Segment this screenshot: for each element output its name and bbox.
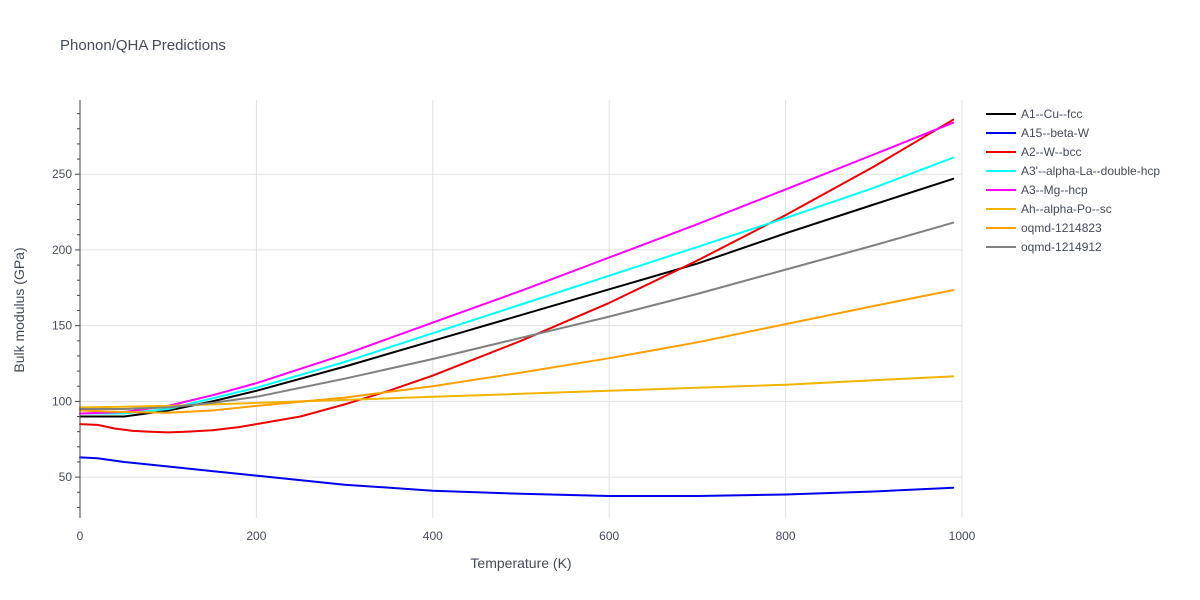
legend-label: A2--W--bcc bbox=[1021, 145, 1081, 159]
x-tick-label: 1000 bbox=[949, 529, 976, 543]
series-line bbox=[79, 121, 955, 415]
series-line bbox=[79, 375, 955, 409]
series-line bbox=[79, 156, 955, 415]
legend-label: oqmd-1214912 bbox=[1021, 240, 1102, 254]
x-tick-label: 0 bbox=[77, 529, 84, 543]
x-tick-label: 600 bbox=[599, 529, 619, 543]
x-tick-label: 800 bbox=[776, 529, 796, 543]
y-tick-label: 100 bbox=[52, 394, 72, 408]
y-tick-label: 150 bbox=[52, 319, 72, 333]
series-line bbox=[79, 289, 955, 414]
series-line bbox=[79, 177, 955, 418]
legend-label: A15--beta-W bbox=[1021, 126, 1090, 140]
legend: A1--Cu--fcc A15--beta-W A2--W--bcc A3'--alp… bbox=[986, 107, 1160, 254]
y-tick-label: 250 bbox=[52, 167, 72, 181]
axes: 0 200 400 600 800 1000 50 100 150 200 250 bbox=[52, 100, 976, 543]
legend-label: oqmd-1214823 bbox=[1021, 221, 1102, 235]
x-tick-label: 200 bbox=[246, 529, 266, 543]
grid bbox=[80, 100, 963, 518]
legend-label: A3--Mg--hcp bbox=[1021, 183, 1088, 197]
chart-title: Phonon/QHA Predictions bbox=[60, 37, 226, 54]
series-layer bbox=[79, 118, 955, 497]
y-tick-label: 50 bbox=[59, 470, 73, 484]
series-line bbox=[79, 456, 955, 497]
x-tick-label: 400 bbox=[423, 529, 443, 543]
series-line bbox=[79, 118, 955, 434]
legend-label: A1--Cu--fcc bbox=[1021, 107, 1082, 121]
y-tick-label: 200 bbox=[52, 243, 72, 257]
series-line bbox=[79, 221, 955, 410]
legend-label: Ah--alpha-Po--sc bbox=[1021, 202, 1112, 216]
x-axis-title: Temperature (K) bbox=[470, 555, 571, 571]
y-axis-title: Bulk modulus (GPa) bbox=[11, 247, 27, 372]
legend-label: A3'--alpha-La--double-hcp bbox=[1021, 164, 1160, 178]
